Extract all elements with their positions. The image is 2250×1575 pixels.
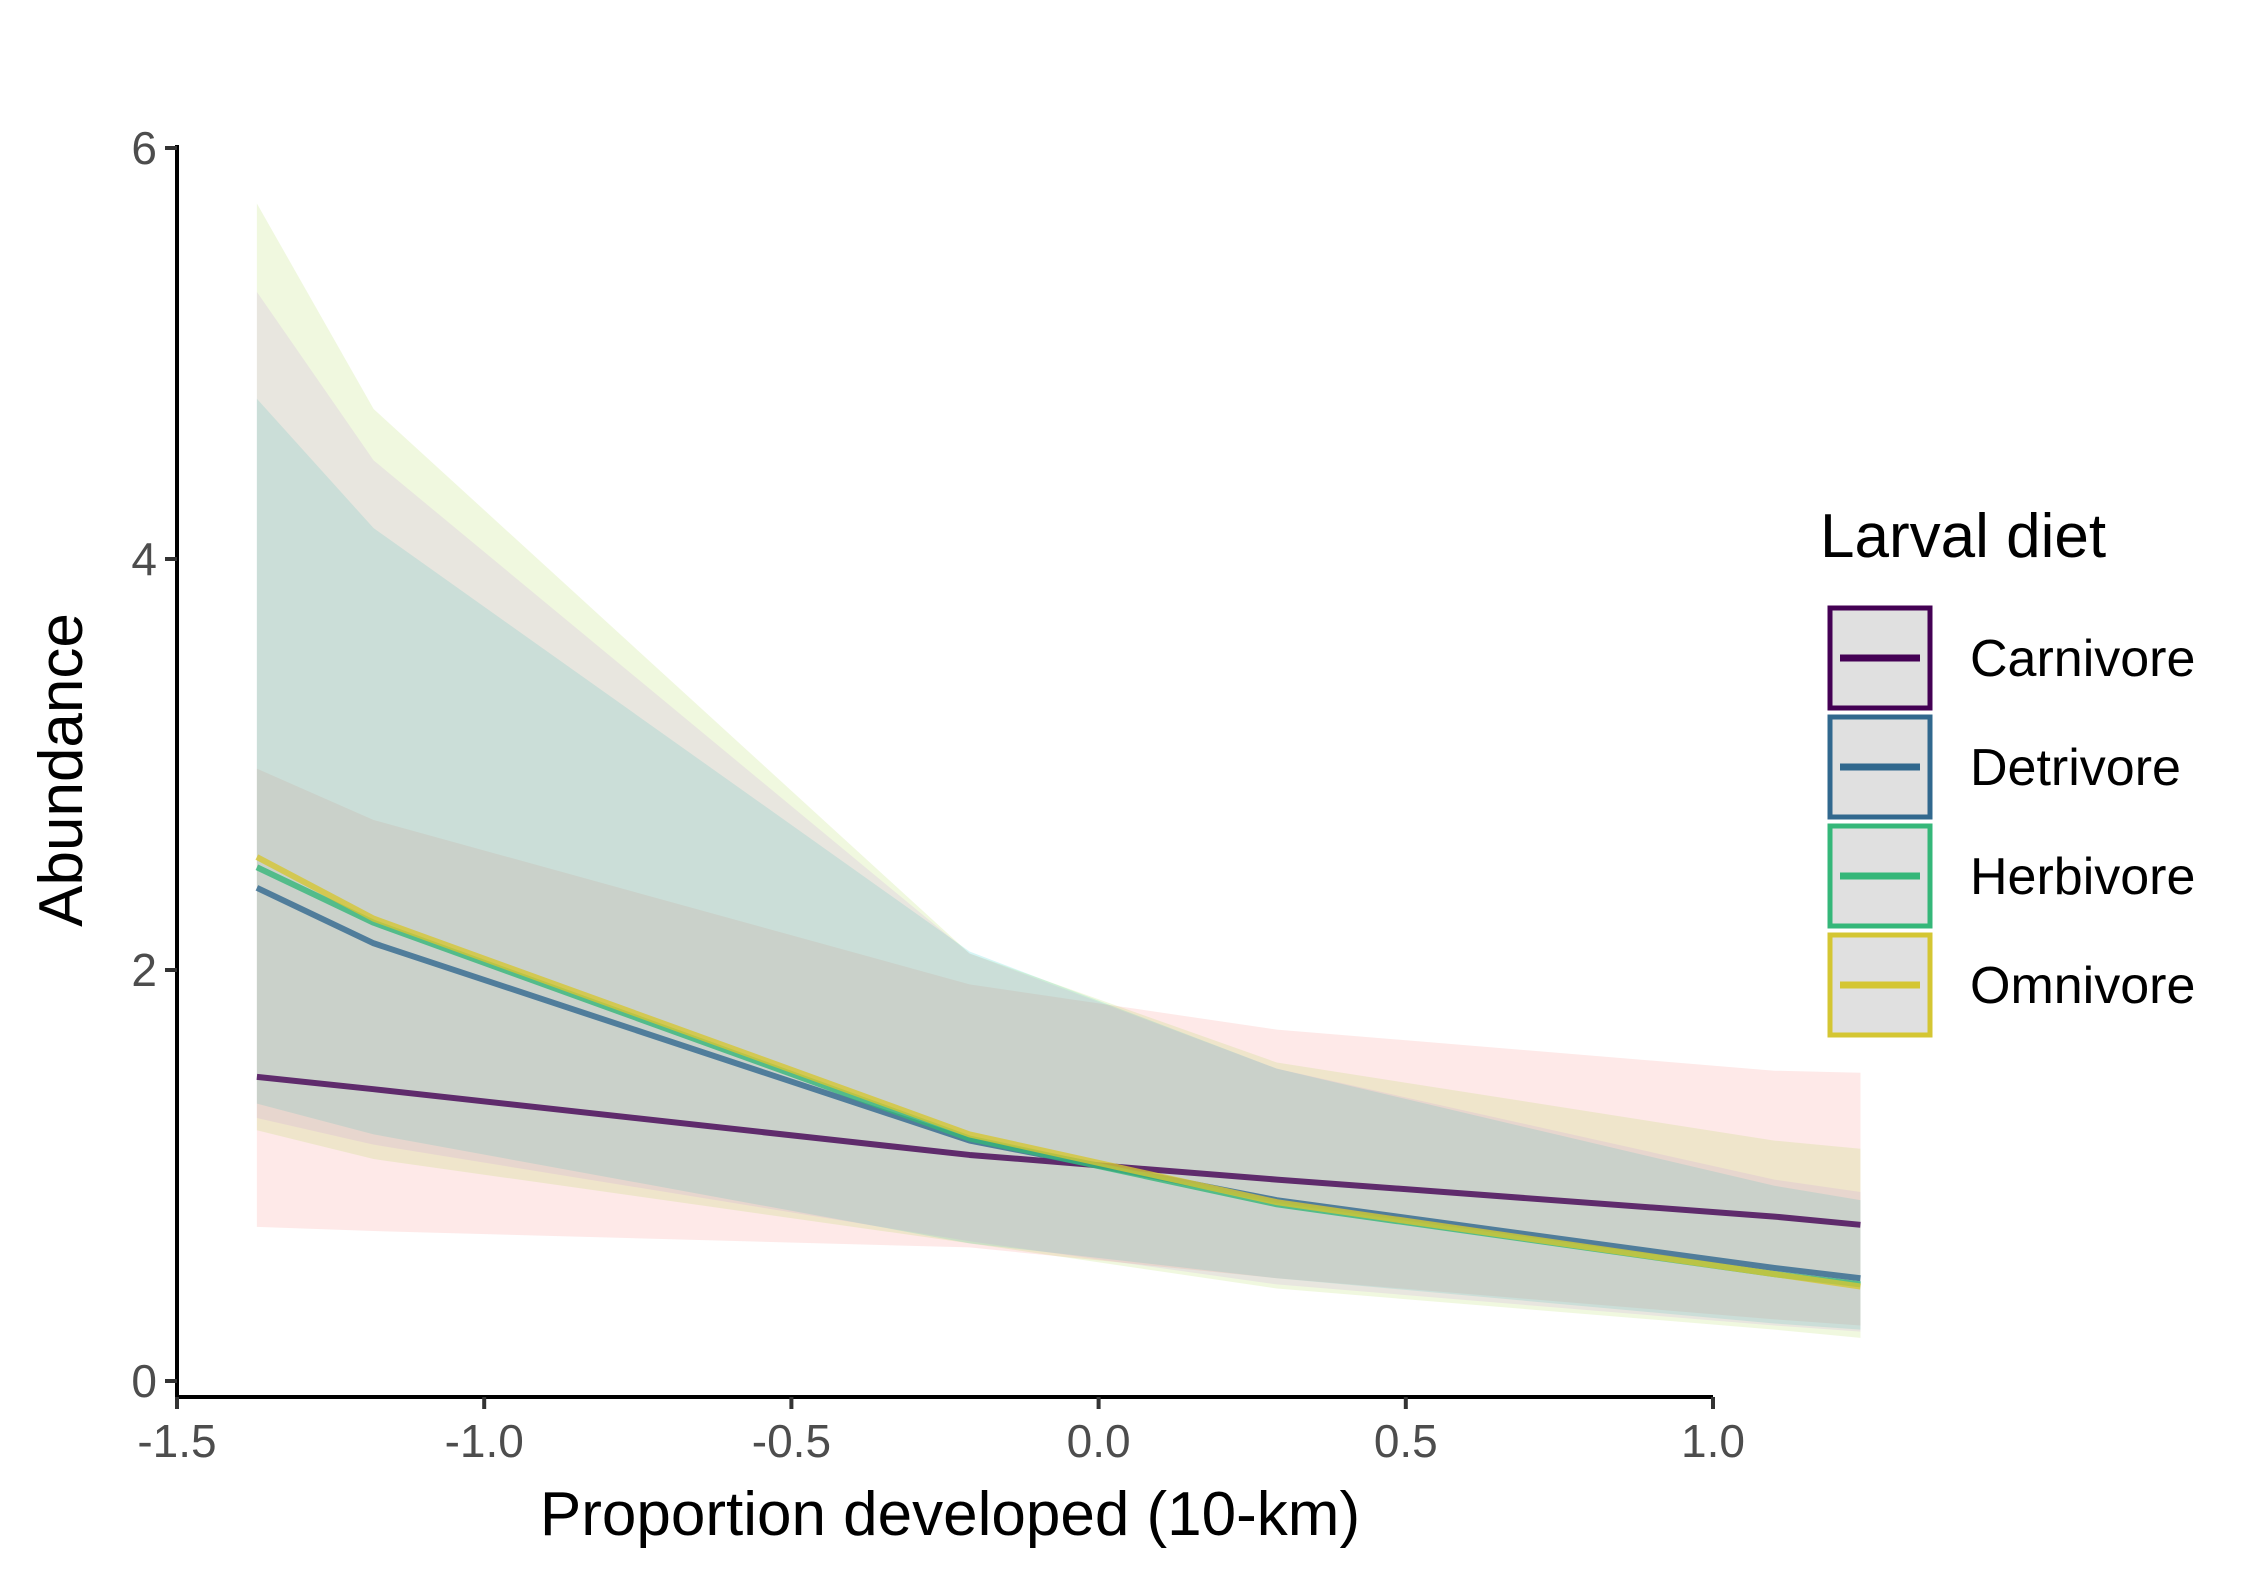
x-tick-label: 0.0 <box>1067 1415 1131 1467</box>
y-tick-label: 6 <box>131 122 157 174</box>
y-axis-title: Abundance <box>27 613 96 927</box>
legend-title: Larval diet <box>1820 502 2106 571</box>
ribbon-carnivore <box>256 768 1861 1326</box>
legend-label-carnivore: Carnivore <box>1970 630 2195 688</box>
y-tick-label: 0 <box>131 1355 157 1407</box>
x-tick-label: -0.5 <box>752 1415 831 1467</box>
legend-label-herbivore: Herbivore <box>1970 848 2195 906</box>
x-tick-label: -1.5 <box>137 1415 216 1467</box>
x-tick-label: 1.0 <box>1681 1415 1745 1467</box>
ribbon-omnivore <box>256 203 1861 1338</box>
x-axis-title: Proportion developed (10-km) <box>540 1480 1360 1549</box>
ribbon-herbivore <box>256 291 1861 1332</box>
axes: 0 2 4 6 -1.5 -1.0 -0.5 0.0 0.5 1.0 <box>131 122 1745 1467</box>
ribbon-detrivore <box>256 398 1861 1330</box>
y-tick-label: 2 <box>131 944 157 996</box>
legend-label-detrivore: Detrivore <box>1970 739 2181 797</box>
line-omnivore <box>255 854 1861 1290</box>
x-tick-label: -1.0 <box>445 1415 524 1467</box>
legend: Larval diet Carnivore Detrivore Herbivore O… <box>1820 502 2195 1038</box>
y-tick-label: 4 <box>131 533 157 585</box>
series-lines <box>255 854 1861 1290</box>
legend-label-omnivore: Omnivore <box>1970 957 2195 1015</box>
confidence-ribbons <box>256 203 1861 1338</box>
x-tick-label: 0.5 <box>1374 1415 1438 1467</box>
